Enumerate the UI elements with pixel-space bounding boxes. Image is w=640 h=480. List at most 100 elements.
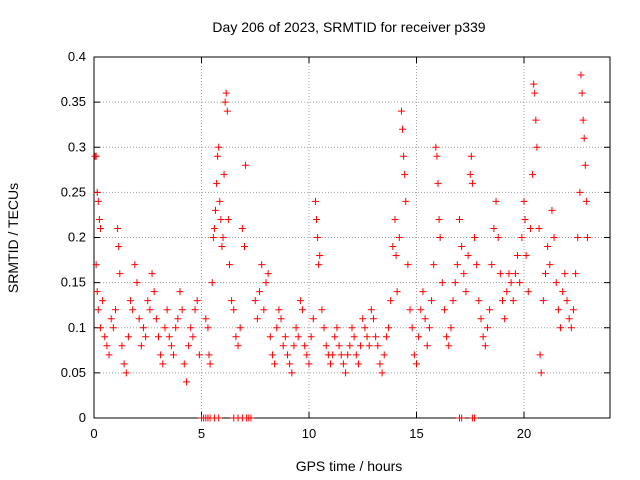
data-point xyxy=(435,215,443,223)
data-point xyxy=(511,270,519,278)
grid-lines xyxy=(94,57,610,418)
data-point xyxy=(432,143,440,151)
data-point xyxy=(311,197,319,205)
data-point xyxy=(247,414,255,422)
data-point xyxy=(165,333,173,341)
data-point xyxy=(222,89,230,97)
data-point xyxy=(492,197,500,205)
data-point xyxy=(152,315,160,323)
data-point xyxy=(400,152,408,160)
data-point xyxy=(399,125,407,133)
data-point xyxy=(458,243,466,251)
data-point xyxy=(430,261,438,269)
data-point xyxy=(419,288,427,296)
data-point xyxy=(557,324,565,332)
data-point xyxy=(475,297,483,305)
data-point xyxy=(266,333,274,341)
data-point xyxy=(262,279,270,287)
data-point xyxy=(348,324,356,332)
data-point xyxy=(496,270,504,278)
data-point xyxy=(569,306,577,314)
data-point xyxy=(471,234,479,241)
data-point xyxy=(401,170,409,178)
data-point xyxy=(320,324,328,332)
data-point xyxy=(92,261,100,269)
data-point xyxy=(367,306,375,314)
data-point xyxy=(146,306,154,314)
data-point xyxy=(170,351,178,359)
x-tick-label: 10 xyxy=(302,426,316,441)
data-point xyxy=(219,234,227,241)
data-point xyxy=(122,369,130,377)
data-point xyxy=(425,324,433,332)
data-point xyxy=(542,270,549,278)
data-point xyxy=(406,306,414,314)
data-point xyxy=(286,360,294,368)
data-point xyxy=(109,324,117,332)
data-point xyxy=(576,188,584,196)
data-point xyxy=(339,360,347,368)
data-point xyxy=(187,324,195,332)
data-point xyxy=(101,333,109,341)
data-point xyxy=(148,270,156,278)
data-point xyxy=(242,161,250,169)
data-point xyxy=(529,170,537,178)
data-point xyxy=(583,234,591,241)
y-tick-label: 0.25 xyxy=(61,184,86,199)
data-point xyxy=(155,333,162,341)
data-point xyxy=(120,360,128,368)
data-point xyxy=(144,297,152,305)
data-point xyxy=(180,360,188,368)
x-axis-label: GPS time / hours xyxy=(296,458,403,474)
data-point xyxy=(451,279,459,287)
data-point xyxy=(546,261,554,269)
data-point xyxy=(563,297,571,305)
data-point xyxy=(96,324,104,332)
data-point xyxy=(522,252,530,260)
data-point xyxy=(94,306,102,314)
data-point xyxy=(241,243,248,251)
data-point xyxy=(352,351,360,359)
y-tick-label: 0.4 xyxy=(68,49,86,64)
data-point xyxy=(273,324,281,332)
data-point xyxy=(230,306,238,314)
data-point xyxy=(580,134,588,142)
data-point xyxy=(537,369,545,377)
data-point xyxy=(378,369,386,377)
data-point xyxy=(223,107,231,115)
data-point xyxy=(189,333,197,341)
data-point xyxy=(532,116,540,124)
data-point xyxy=(307,333,315,341)
data-point xyxy=(275,306,283,314)
data-point xyxy=(456,215,463,223)
data-point xyxy=(238,414,246,422)
data-point xyxy=(281,333,289,341)
data-point xyxy=(234,342,242,350)
data-point xyxy=(335,342,343,350)
data-point xyxy=(178,306,186,314)
data-point xyxy=(395,234,403,241)
data-point xyxy=(107,315,115,323)
data-point xyxy=(365,342,373,350)
data-point xyxy=(279,342,287,350)
data-point xyxy=(195,351,203,359)
data-point xyxy=(105,351,113,359)
data-point xyxy=(318,306,326,314)
data-point xyxy=(185,342,193,350)
data-point xyxy=(370,315,377,323)
data-point xyxy=(361,324,369,332)
data-point xyxy=(253,315,261,323)
data-point xyxy=(221,98,229,106)
y-tick-label: 0.3 xyxy=(68,139,86,154)
data-point xyxy=(402,197,410,205)
data-point xyxy=(150,288,158,296)
data-point xyxy=(99,297,107,305)
data-point xyxy=(305,360,313,368)
data-point xyxy=(292,324,300,332)
data-point xyxy=(501,315,509,323)
data-point xyxy=(488,261,496,269)
data-point xyxy=(565,315,573,323)
data-point xyxy=(524,288,532,296)
data-point xyxy=(387,297,395,305)
data-point xyxy=(131,261,139,269)
